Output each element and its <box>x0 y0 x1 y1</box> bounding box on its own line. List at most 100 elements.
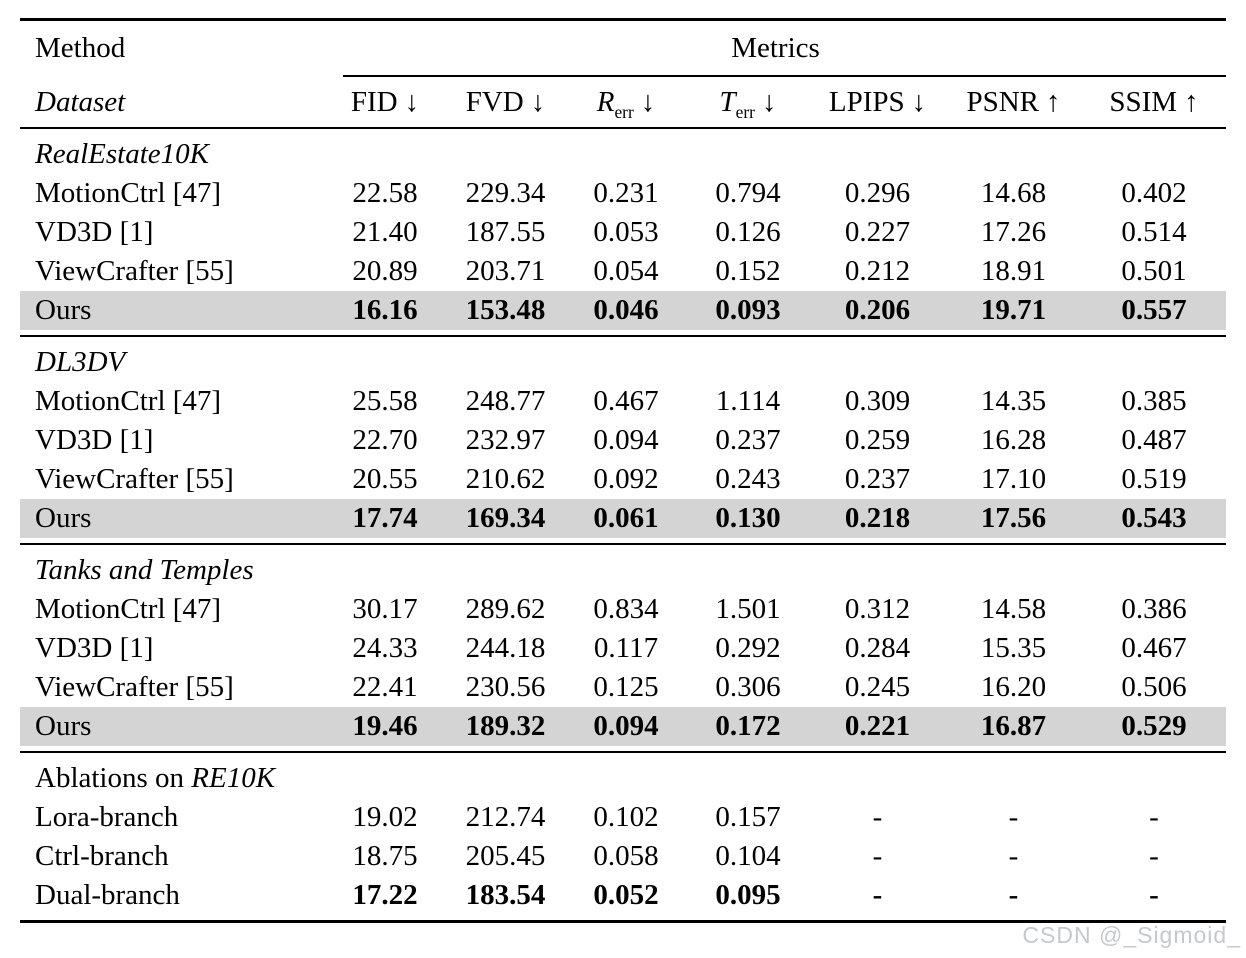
table-row: Ours 19.46 189.32 0.094 0.172 0.221 16.87 0.529 <box>20 707 1226 746</box>
value-cell: 16.28 <box>980 424 1047 456</box>
method-cell: Ctrl-branch <box>35 840 169 872</box>
value-cell: 0.094 <box>593 710 659 742</box>
section-divider-rule <box>20 543 1226 545</box>
watermark: CSDN @_Sigmoid_ <box>1022 922 1241 948</box>
table-row: ViewCrafter [55] 20.55 210.62 0.092 0.243 0.2… <box>20 460 1226 499</box>
table-row: MotionCtrl [47] 30.17 289.62 0.834 1.501 0.31… <box>20 590 1226 629</box>
value-cell: 203.71 <box>465 255 546 287</box>
section-title: Ablations on RE10K <box>20 762 1226 795</box>
table-row: ViewCrafter [55] 22.41 230.56 0.125 0.306 0.2… <box>20 668 1226 707</box>
value-cell: 15.35 <box>980 632 1047 664</box>
up-arrow-icon: ↑ <box>1046 85 1061 118</box>
section-title-italic: RealEstate10K <box>35 138 209 170</box>
header-bottom-rule <box>20 127 1226 129</box>
table-header-group-row: Method Metrics <box>20 21 1226 75</box>
column-header-fvd: FVD ↓ <box>445 86 566 119</box>
section-title-roman: Ablations on <box>35 762 192 794</box>
section-title-row: RealEstate10K <box>20 135 1226 174</box>
value-cell: 14.58 <box>980 593 1047 625</box>
value-cell: 0.104 <box>715 840 781 872</box>
value-cell: 230.56 <box>465 671 546 703</box>
value-cell: 19.71 <box>980 294 1047 326</box>
method-cell: VD3D [1] <box>35 424 154 456</box>
method-cell: MotionCtrl [47] <box>35 385 222 417</box>
method-cell: VD3D [1] <box>35 216 154 248</box>
value-cell: 19.46 <box>352 710 418 742</box>
table-section: DL3DV MotionCtrl [47] 25.58 248.77 0.467 1.11… <box>20 337 1226 543</box>
column-subscript: err <box>735 101 755 122</box>
value-cell: 0.243 <box>715 463 781 495</box>
value-cell: 0.157 <box>715 801 781 833</box>
column-label: SSIM <box>1109 85 1178 118</box>
column-label: FVD <box>465 85 524 118</box>
value-cell: 21.40 <box>352 216 418 248</box>
value-cell: - <box>1008 879 1019 911</box>
value-cell: - <box>1149 840 1159 872</box>
value-cell: 0.309 <box>844 385 911 417</box>
value-cell: 0.227 <box>844 216 911 248</box>
section-title: RealEstate10K <box>20 138 1226 171</box>
table-row: ViewCrafter [55] 20.89 203.71 0.054 0.152 0.2… <box>20 252 1226 291</box>
value-cell: 0.095 <box>715 879 781 911</box>
value-cell: 0.306 <box>715 671 781 703</box>
table-row: Lora-branch 19.02 212.74 0.102 0.157 - - - <box>20 798 1226 837</box>
value-cell: 30.17 <box>352 593 418 625</box>
method-cell: Lora-branch <box>35 801 179 833</box>
section-divider-rule <box>20 751 1226 753</box>
value-cell: - <box>872 840 883 872</box>
column-header-lpips: LPIPS ↓ <box>810 86 945 119</box>
method-cell: VD3D [1] <box>35 632 154 664</box>
value-cell: 289.62 <box>465 593 546 625</box>
section-title: Tanks and Temples <box>20 554 1226 587</box>
value-cell: 0.557 <box>1121 294 1187 326</box>
column-label: FID <box>350 85 398 118</box>
table-top-rule <box>20 18 1226 21</box>
table-row: Ours 16.16 153.48 0.046 0.093 0.206 19.71 0.557 <box>20 291 1226 330</box>
value-cell: 0.529 <box>1121 710 1187 742</box>
table-row: Ctrl-branch 18.75 205.45 0.058 0.104 - - - <box>20 837 1226 876</box>
value-cell: 0.237 <box>715 424 781 456</box>
up-arrow-icon: ↑ <box>1184 85 1199 118</box>
value-cell: 0.231 <box>593 177 659 209</box>
value-cell: 0.543 <box>1121 502 1187 534</box>
table-bottom-rule <box>20 920 1226 923</box>
down-arrow-icon: ↓ <box>640 85 656 118</box>
column-label: T <box>719 85 736 118</box>
value-cell: 22.70 <box>352 424 418 456</box>
value-cell: 0.794 <box>715 177 781 209</box>
column-header-rerr: Rerr ↓ <box>566 85 686 120</box>
value-cell: 183.54 <box>465 879 546 911</box>
value-cell: 1.501 <box>715 593 781 625</box>
value-cell: 0.092 <box>593 463 659 495</box>
value-cell: 25.58 <box>352 385 418 417</box>
value-cell: - <box>1008 801 1019 833</box>
value-cell: 212.74 <box>465 801 546 833</box>
section-title-italic: RE10K <box>191 762 276 794</box>
value-cell: 210.62 <box>465 463 546 495</box>
metrics-spanner-rule <box>343 75 1226 77</box>
table-row: VD3D [1] 24.33 244.18 0.117 0.292 0.284 15.35 0… <box>20 629 1226 668</box>
section-title-italic: DL3DV <box>35 346 126 378</box>
value-cell: 20.55 <box>352 463 418 495</box>
value-cell: 232.97 <box>465 424 546 456</box>
value-cell: 14.68 <box>980 177 1047 209</box>
value-cell: 0.834 <box>593 593 659 625</box>
table-row: Ours 17.74 169.34 0.061 0.130 0.218 17.56 0.543 <box>20 499 1226 538</box>
value-cell: 0.125 <box>593 671 659 703</box>
value-cell: 0.245 <box>844 671 911 703</box>
value-cell: 22.41 <box>352 671 418 703</box>
value-cell: 0.206 <box>844 294 911 326</box>
value-cell: 0.402 <box>1121 177 1187 209</box>
section-title-italic: Tanks and Temples <box>35 554 254 586</box>
method-cell: Ours <box>35 502 92 534</box>
metrics-group-header: Metrics <box>731 31 820 64</box>
value-cell: 0.102 <box>593 801 659 833</box>
value-cell: 22.58 <box>352 177 418 209</box>
table-row: Dual-branch 17.22 183.54 0.052 0.095 - - - <box>20 876 1226 915</box>
value-cell: 0.117 <box>593 632 659 664</box>
value-cell: 17.22 <box>352 879 418 911</box>
value-cell: - <box>1008 840 1019 872</box>
value-cell: 0.501 <box>1121 255 1187 287</box>
value-cell: 0.046 <box>593 294 659 326</box>
column-label: LPIPS <box>828 85 905 118</box>
